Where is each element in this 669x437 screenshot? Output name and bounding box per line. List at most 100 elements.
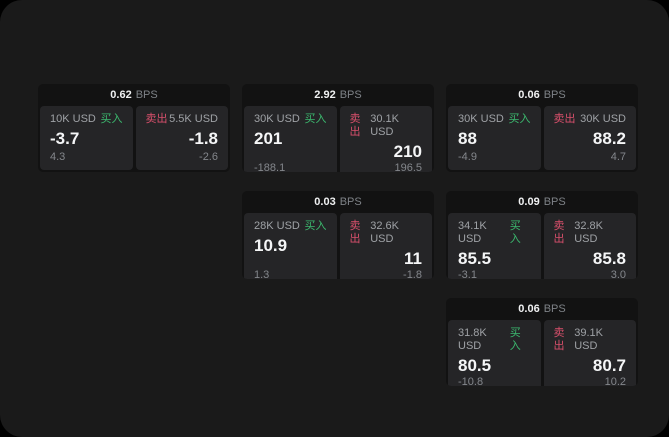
quote-panels: 30K USD 买入 88 -4.9 卖出 30K USD 88.2 4.7: [446, 106, 638, 172]
sell-size-label: 30.1K USD: [370, 113, 399, 138]
sell-panel-top: 卖出 30.1K USD: [350, 113, 423, 139]
buy-price: 10.9: [254, 236, 288, 255]
buy-panel-top: 30K USD 买入: [458, 113, 531, 126]
sell-delta: -1.8: [403, 269, 422, 279]
buy-price: 85.5: [458, 249, 492, 268]
buy-size-label: 31.8K USD: [458, 327, 487, 352]
buy-delta: -3.1: [458, 269, 477, 279]
spread-card: 0.09 BPS 34.1K USD 买入 85.5 -3.1 卖出 32.8K…: [446, 191, 638, 279]
sell-size-label: 39.1K USD: [574, 327, 603, 352]
sell-delta: -2.6: [199, 151, 218, 163]
buy-side-label: 买入: [509, 327, 521, 352]
sell-panel[interactable]: 卖出 32.6K USD 11 -1.8: [339, 213, 432, 279]
spread-card-header: 0.62 BPS: [38, 84, 230, 106]
buy-side-label: 买入: [508, 113, 531, 125]
sell-price: 88.2: [592, 129, 626, 148]
spread-card-header: 0.06 BPS: [446, 84, 638, 106]
quote-panels: 28K USD 买入 10.9 1.3 卖出 32.6K USD 11 -1.8: [242, 213, 434, 279]
buy-size-label: 10K USD: [50, 113, 96, 125]
buy-side-label: 买入: [304, 220, 327, 232]
sell-panel[interactable]: 卖出 30K USD 88.2 4.7: [543, 106, 636, 170]
spread-value: 0.09: [518, 196, 540, 208]
buy-panel-top: 34.1K USD 买入: [458, 220, 531, 246]
buy-delta: 4.3: [50, 151, 66, 163]
spread-card-header: 0.06 BPS: [446, 298, 638, 320]
sell-delta: 196.5: [394, 162, 422, 172]
buy-side-label: 买入: [509, 220, 521, 245]
sell-price: -1.8: [188, 129, 218, 148]
spread-value: 2.92: [314, 89, 336, 101]
sell-price: 11: [404, 249, 422, 268]
sell-size-label: 5.5K USD: [169, 113, 218, 125]
buy-size-label: 30K USD: [254, 113, 300, 125]
sell-size-label: 32.8K USD: [574, 220, 603, 245]
sell-side-label: 卖出: [553, 113, 576, 125]
buy-side-label: 买入: [304, 113, 327, 125]
buy-panel-top: 31.8K USD 买入: [458, 327, 531, 353]
spread-card: 0.06 BPS 31.8K USD 买入 80.5 -10.8 卖出 39.1…: [446, 298, 638, 386]
sell-price: 85.8: [592, 249, 626, 268]
buy-panel[interactable]: 31.8K USD 买入 80.5 -10.8: [448, 320, 541, 386]
buy-delta: -4.9: [458, 151, 477, 163]
buy-price: 80.5: [458, 356, 492, 375]
quote-panels: 31.8K USD 买入 80.5 -10.8 卖出 39.1K USD 80.…: [446, 320, 638, 386]
quote-panels: 30K USD 买入 201 -188.1 卖出 30.1K USD 210 1…: [242, 106, 434, 172]
spread-card-header: 0.09 BPS: [446, 191, 638, 213]
bps-unit-label: BPS: [543, 89, 566, 101]
buy-delta: -188.1: [254, 162, 286, 172]
buy-panel[interactable]: 34.1K USD 买入 85.5 -3.1: [448, 213, 541, 279]
buy-size-label: 34.1K USD: [458, 220, 487, 245]
spread-value: 0.62: [110, 89, 132, 101]
bps-unit-label: BPS: [543, 303, 566, 315]
sell-side-label: 卖出: [349, 113, 361, 138]
sell-side-label: 卖出: [553, 327, 565, 352]
sell-panel[interactable]: 卖出 30.1K USD 210 196.5: [339, 106, 432, 172]
buy-delta: -10.8: [458, 376, 484, 386]
sell-delta: 10.2: [604, 376, 626, 386]
quote-panels: 34.1K USD 买入 85.5 -3.1 卖出 32.8K USD 85.8…: [446, 213, 638, 279]
buy-panel[interactable]: 10K USD 买入 -3.7 4.3: [40, 106, 133, 170]
bps-unit-label: BPS: [135, 89, 158, 101]
spread-card: 0.06 BPS 30K USD 买入 88 -4.9 卖出 30K USD 8…: [446, 84, 638, 172]
buy-price: 201: [254, 129, 283, 148]
spread-card: 0.03 BPS 28K USD 买入 10.9 1.3 卖出 32.6K US…: [242, 191, 434, 279]
sell-panel-top: 卖出 32.6K USD: [350, 220, 423, 246]
buy-panel[interactable]: 30K USD 买入 88 -4.9: [448, 106, 541, 170]
spread-card: 0.62 BPS 10K USD 买入 -3.7 4.3 卖出 5.5K USD…: [38, 84, 230, 172]
spread-card-header: 0.03 BPS: [242, 191, 434, 213]
buy-panel-top: 28K USD 买入: [254, 220, 327, 233]
sell-side-label: 卖出: [145, 113, 168, 125]
sell-panel-top: 卖出 30K USD: [554, 113, 627, 126]
buy-side-label: 买入: [100, 113, 123, 125]
sell-size-label: 30K USD: [580, 113, 626, 125]
sell-delta: 4.7: [610, 151, 626, 163]
sell-panel-top: 卖出 5.5K USD: [146, 113, 219, 126]
sell-panel[interactable]: 卖出 39.1K USD 80.7 10.2: [543, 320, 636, 386]
quote-panels: 10K USD 买入 -3.7 4.3 卖出 5.5K USD -1.8 -2.…: [38, 106, 230, 172]
buy-panel-top: 10K USD 买入: [50, 113, 123, 126]
sell-side-label: 卖出: [553, 220, 565, 245]
bps-unit-label: BPS: [543, 196, 566, 208]
sell-side-label: 卖出: [349, 220, 361, 245]
spread-value: 0.06: [518, 89, 540, 101]
spread-value: 0.03: [314, 196, 336, 208]
buy-panel[interactable]: 28K USD 买入 10.9 1.3: [244, 213, 337, 279]
sell-delta: 3.0: [610, 269, 626, 279]
spread-cards-grid: 0.62 BPS 10K USD 买入 -3.7 4.3 卖出 5.5K USD…: [38, 84, 638, 386]
bps-unit-label: BPS: [339, 89, 362, 101]
sell-panel-top: 卖出 32.8K USD: [554, 220, 627, 246]
buy-price: 88: [458, 129, 477, 148]
buy-panel[interactable]: 30K USD 买入 201 -188.1: [244, 106, 337, 172]
buy-size-label: 30K USD: [458, 113, 504, 125]
sell-price: 80.7: [592, 356, 626, 375]
buy-delta: 1.3: [254, 269, 270, 279]
sell-price: 210: [393, 142, 422, 161]
buy-panel-top: 30K USD 买入: [254, 113, 327, 126]
sell-panel[interactable]: 卖出 32.8K USD 85.8 3.0: [543, 213, 636, 279]
buy-size-label: 28K USD: [254, 220, 300, 232]
bps-unit-label: BPS: [339, 196, 362, 208]
buy-price: -3.7: [50, 129, 80, 148]
spread-value: 0.06: [518, 303, 540, 315]
sell-panel[interactable]: 卖出 5.5K USD -1.8 -2.6: [135, 106, 228, 170]
